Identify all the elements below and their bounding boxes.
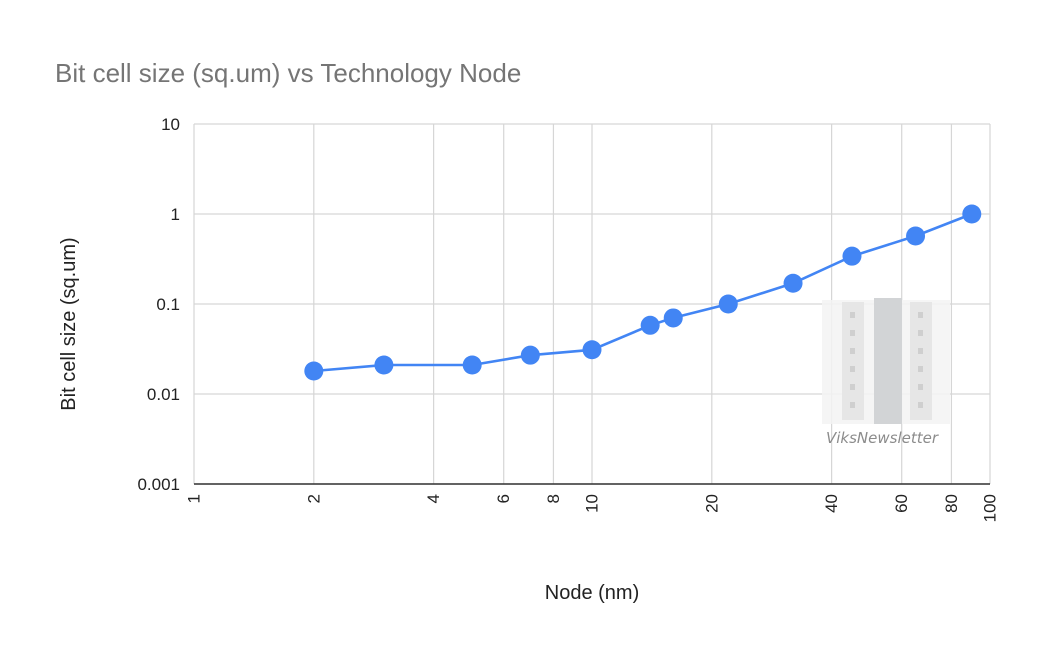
- x-tick-label-5: 10: [583, 494, 602, 513]
- data-point-6: [663, 308, 683, 328]
- watermark-text: ViksNewsletter: [826, 429, 939, 447]
- x-tick-labels: 1 2 4 6 8 10 20 40 60 80 100: [185, 494, 1000, 522]
- watermark-logo: ViksNewsletter: [822, 298, 950, 447]
- y-tick-label-1: 0.01: [147, 385, 180, 404]
- x-tick-label-2: 4: [424, 494, 443, 503]
- data-point-1: [374, 355, 394, 375]
- data-point-9: [842, 246, 862, 266]
- data-point-2: [462, 355, 482, 375]
- data-point-0: [304, 361, 324, 381]
- x-tick-label-10: 100: [981, 494, 1000, 522]
- chart-title: Bit cell size (sq.um) vs Technology Node: [55, 58, 522, 88]
- y-tick-label-2: 0.1: [156, 295, 180, 314]
- y-tick-label-3: 1: [171, 205, 180, 224]
- data-point-4: [582, 340, 602, 360]
- y-axis-label: Bit cell size (sq.um): [58, 237, 80, 410]
- y-tick-labels: 0.001 0.01 0.1 1 10: [137, 115, 180, 494]
- y-tick-label-0: 0.001: [137, 475, 180, 494]
- data-point-7: [718, 294, 738, 314]
- data-points: [304, 204, 982, 381]
- x-axis-label: Node (nm): [545, 582, 639, 604]
- series-line: [313, 212, 973, 373]
- x-tick-label-3: 6: [494, 494, 513, 503]
- x-tick-label-1: 2: [304, 494, 323, 503]
- y-tick-label-4: 10: [161, 115, 180, 134]
- x-tick-label-4: 8: [544, 494, 563, 503]
- data-point-5: [640, 315, 660, 335]
- data-point-10: [906, 226, 926, 246]
- grid-lines: [193, 123, 991, 485]
- x-tick-label-8: 60: [892, 494, 911, 513]
- x-tick-label-0: 1: [185, 494, 204, 503]
- x-tick-label-7: 40: [822, 494, 841, 513]
- x-tick-label-9: 80: [942, 494, 961, 513]
- x-tick-label-6: 20: [702, 494, 721, 513]
- data-point-8: [783, 273, 803, 293]
- data-point-3: [520, 345, 540, 365]
- data-point-11: [962, 204, 982, 224]
